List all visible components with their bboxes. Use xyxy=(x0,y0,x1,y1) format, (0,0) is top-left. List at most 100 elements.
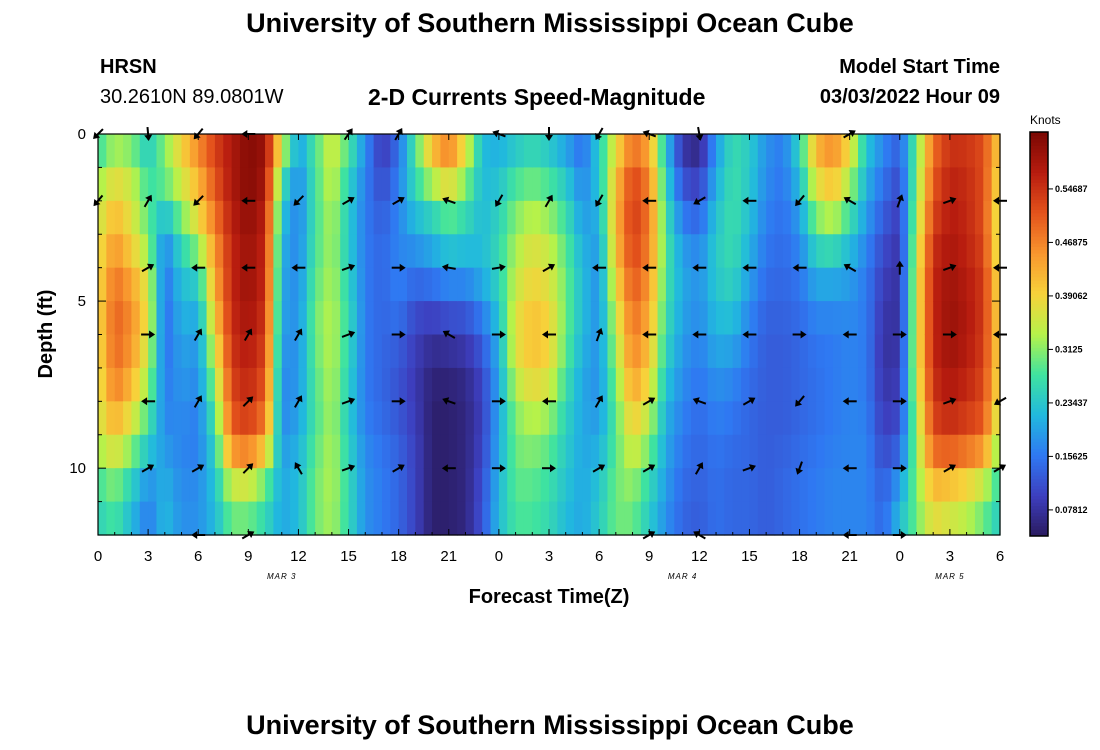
heatmap-cell xyxy=(632,200,642,235)
current-arrow xyxy=(795,395,805,407)
heatmap-cell xyxy=(139,401,149,436)
heatmap-cell xyxy=(607,501,617,536)
heatmap-cell xyxy=(640,167,650,202)
y-tick-label: 5 xyxy=(78,293,86,310)
heatmap-cell xyxy=(574,200,584,235)
heatmap-cell xyxy=(540,134,550,169)
heatmap-cell xyxy=(373,134,383,169)
heatmap-cell xyxy=(131,134,141,169)
heatmap-cell xyxy=(991,134,1001,169)
current-arrow xyxy=(892,330,907,339)
heatmap-cell xyxy=(749,167,759,202)
heatmap-cell xyxy=(649,234,659,269)
heatmap-cell xyxy=(674,134,684,169)
heatmap-cell xyxy=(549,468,558,503)
heatmap-cell xyxy=(816,167,826,202)
heatmap-cell xyxy=(908,401,918,436)
heatmap-cell xyxy=(532,468,542,503)
heatmap-cell xyxy=(415,434,425,469)
heatmap-cell xyxy=(540,434,550,469)
heatmap-cell xyxy=(457,167,467,202)
heatmap-cell xyxy=(732,267,742,302)
heatmap-cell xyxy=(582,501,592,536)
colorbar-segment xyxy=(1030,290,1048,295)
heatmap-cell xyxy=(807,200,817,235)
heatmap-cell xyxy=(423,401,433,436)
heatmap-cell xyxy=(682,134,692,169)
heatmap-cell xyxy=(373,401,383,436)
colorbar-segment xyxy=(1030,492,1048,497)
heatmap-cell xyxy=(841,401,851,436)
heatmap-cell xyxy=(315,501,325,536)
heatmap-cell xyxy=(348,434,358,469)
colorbar-segment xyxy=(1030,280,1048,284)
current-arrow xyxy=(792,330,807,339)
heatmap-cell xyxy=(507,334,517,369)
current-arrow xyxy=(241,196,256,205)
heatmap-cell xyxy=(423,200,433,235)
heatmap-cell xyxy=(239,434,249,469)
heatmap-cell xyxy=(933,334,943,369)
colorbar-segment xyxy=(1030,515,1048,520)
heatmap-cell xyxy=(849,234,859,269)
heatmap-cell xyxy=(156,401,166,436)
heatmap-cell xyxy=(114,200,124,235)
heatmap-cell xyxy=(340,401,350,436)
heatmap-cell xyxy=(799,301,809,336)
colorbar-segment xyxy=(1030,185,1048,190)
heatmap-cell xyxy=(98,267,107,302)
heatmap-cell xyxy=(465,167,475,202)
heatmap-cell xyxy=(891,234,901,269)
x-tick-label: 3 xyxy=(144,548,152,565)
heatmap-cell xyxy=(624,200,634,235)
heatmap-cell xyxy=(348,134,358,169)
heatmap-cell xyxy=(674,200,684,235)
heatmap-cell xyxy=(615,434,625,469)
heatmap-cell xyxy=(774,301,784,336)
heatmap-cell xyxy=(565,267,575,302)
heatmap-cell xyxy=(974,334,984,369)
heatmap-cell xyxy=(131,234,141,269)
heatmap-cell xyxy=(774,401,784,436)
heatmap-cell xyxy=(649,401,659,436)
heatmap-cell xyxy=(807,501,817,536)
heatmap-cell xyxy=(858,134,867,169)
heatmap-cell xyxy=(290,334,300,369)
x-tick-label: 21 xyxy=(841,548,858,565)
heatmap-cell xyxy=(498,301,508,336)
heatmap-cell xyxy=(549,301,558,336)
heatmap-cell xyxy=(398,501,408,536)
colorbar-segment xyxy=(1030,519,1048,524)
heatmap-cell xyxy=(690,367,700,402)
heatmap-cell xyxy=(515,200,525,235)
heatmap-cell xyxy=(340,367,350,402)
heatmap-cell xyxy=(632,501,642,536)
heatmap-cell xyxy=(841,267,851,302)
heatmap-cell xyxy=(323,234,333,269)
heatmap-cell xyxy=(532,501,542,536)
heatmap-cell xyxy=(256,301,266,336)
heatmap-cell xyxy=(991,434,1001,469)
heatmap-cell xyxy=(891,167,901,202)
heatmap-cell xyxy=(432,334,442,369)
heatmap-cell xyxy=(908,501,918,536)
heatmap-cell xyxy=(883,434,893,469)
heatmap-cell xyxy=(732,468,742,503)
model-start-label: Model Start Time xyxy=(839,56,1000,78)
heatmap-cell xyxy=(741,434,751,469)
heatmap-cell xyxy=(415,200,425,235)
heatmap-cell xyxy=(640,434,650,469)
heatmap-cell xyxy=(448,501,458,536)
current-arrow xyxy=(742,330,757,339)
heatmap-cell xyxy=(465,367,475,402)
colorbar-segment xyxy=(1030,391,1048,396)
colorbar-segment xyxy=(1030,488,1048,493)
heatmap-cell xyxy=(574,501,584,536)
heatmap-cell xyxy=(198,334,208,369)
heatmap-cell xyxy=(131,367,141,402)
heatmap-cell xyxy=(290,200,300,235)
heatmap-cell xyxy=(674,167,684,202)
heatmap-cell xyxy=(214,401,224,436)
heatmap-cell xyxy=(540,334,550,369)
